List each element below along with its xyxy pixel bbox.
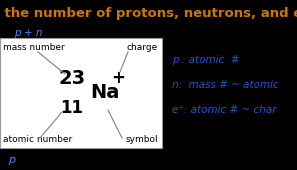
Text: n:  mass # ~ atomic: n: mass # ~ atomic <box>172 80 279 90</box>
Text: p + n: p + n <box>14 28 42 38</box>
Text: p: p <box>8 155 15 165</box>
Text: 11: 11 <box>61 99 83 117</box>
Text: p : atomic  #: p : atomic # <box>172 55 239 65</box>
Bar <box>0 38 162 148</box>
Text: Na: Na <box>90 83 119 103</box>
Text: 23: 23 <box>59 69 86 88</box>
Text: charge: charge <box>127 43 158 52</box>
Text: e⁺: atomic # ~ char: e⁺: atomic # ~ char <box>172 105 277 115</box>
Text: atomic number: atomic number <box>3 135 72 144</box>
Text: symbol: symbol <box>125 135 158 144</box>
Text: nd the number of protons, neutrons, and ele: nd the number of protons, neutrons, and … <box>0 7 297 21</box>
Text: +: + <box>111 69 125 87</box>
Text: mass number: mass number <box>3 43 65 52</box>
